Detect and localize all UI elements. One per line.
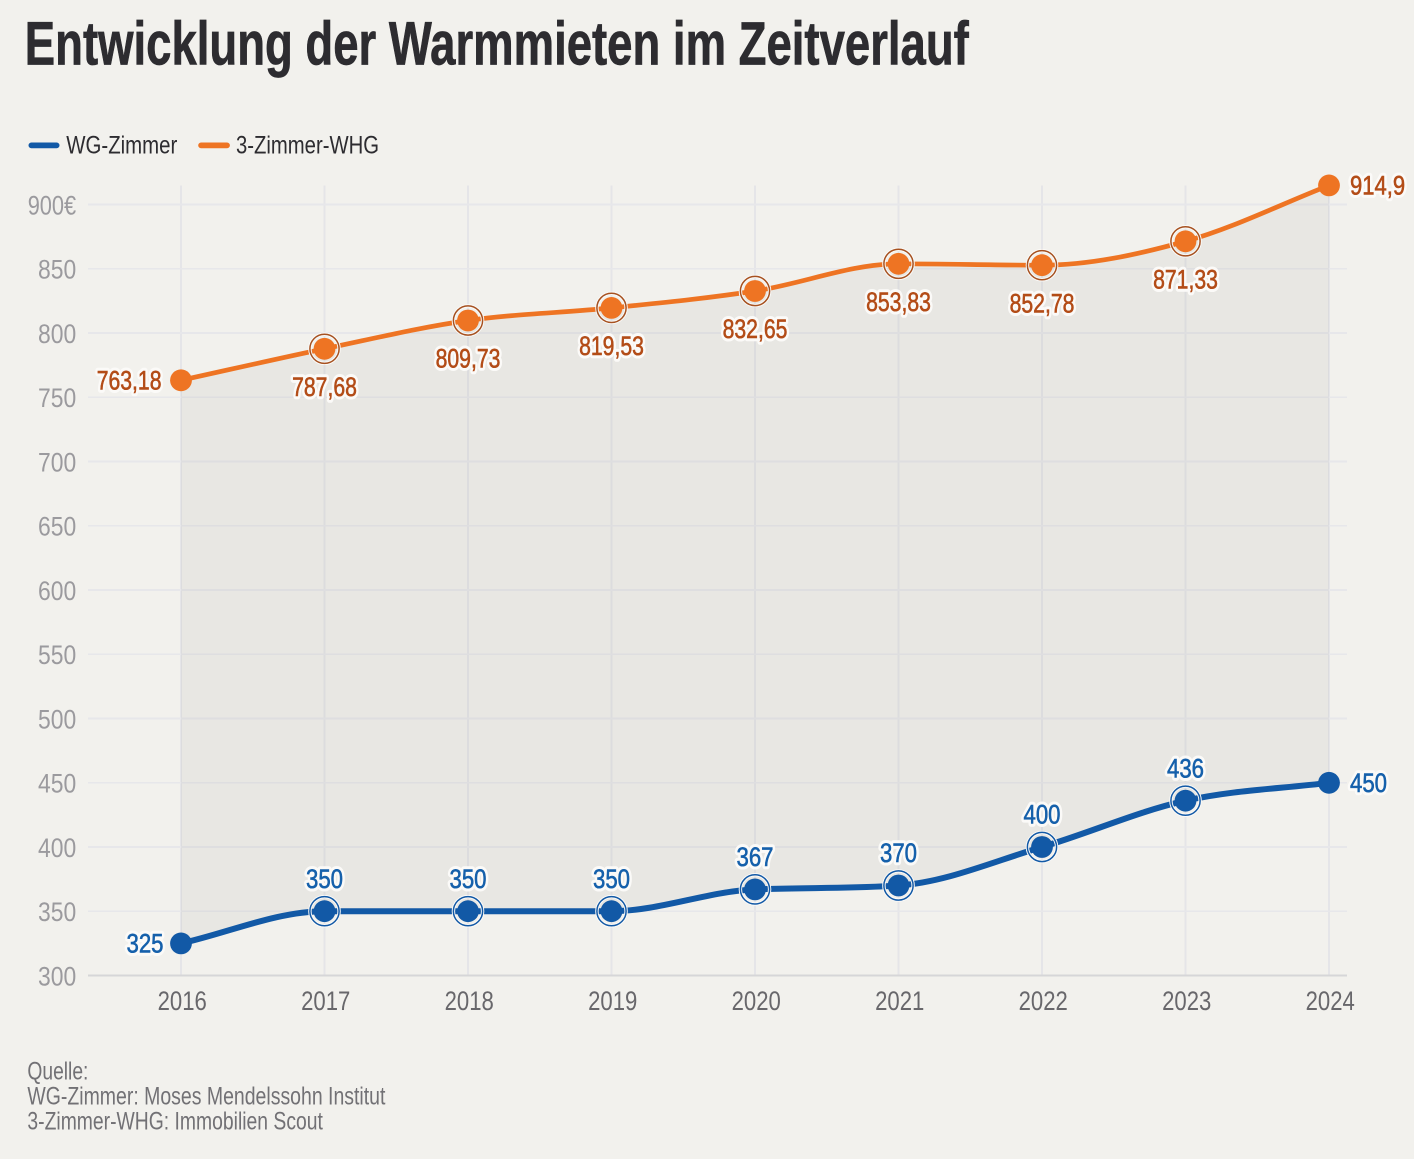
svg-text:350: 350: [450, 864, 487, 894]
svg-text:450: 450: [1350, 768, 1387, 798]
svg-text:400: 400: [1024, 800, 1061, 830]
svg-text:2021: 2021: [875, 986, 924, 1016]
svg-text:700: 700: [38, 447, 76, 477]
svg-text:500: 500: [38, 704, 76, 734]
svg-text:852,78: 852,78: [1010, 288, 1075, 318]
svg-text:3-Zimmer-WHG: 3-Zimmer-WHG: [236, 132, 379, 159]
svg-text:787,68: 787,68: [292, 372, 357, 402]
svg-text:832,65: 832,65: [723, 314, 788, 344]
svg-text:763,18: 763,18: [97, 366, 162, 396]
svg-text:2017: 2017: [301, 986, 350, 1016]
svg-text:350: 350: [450, 864, 487, 894]
svg-text:436: 436: [1167, 753, 1204, 783]
svg-text:809,73: 809,73: [436, 344, 501, 374]
svg-text:350: 350: [306, 864, 343, 894]
svg-text:WG-Zimmer: WG-Zimmer: [66, 132, 177, 159]
svg-text:Quelle:: Quelle:: [27, 1059, 88, 1086]
svg-text:650: 650: [38, 512, 76, 542]
svg-text:2020: 2020: [732, 986, 781, 1016]
svg-text:300: 300: [38, 961, 76, 991]
svg-text:800: 800: [38, 319, 76, 349]
svg-text:787,68: 787,68: [292, 372, 357, 402]
svg-text:2023: 2023: [1162, 986, 1211, 1016]
svg-text:350: 350: [593, 864, 630, 894]
svg-text:2018: 2018: [445, 986, 494, 1016]
svg-text:370: 370: [880, 838, 917, 868]
svg-text:550: 550: [38, 640, 76, 670]
svg-text:850: 850: [38, 255, 76, 285]
svg-text:809,73: 809,73: [436, 344, 501, 374]
svg-text:325: 325: [127, 929, 164, 959]
svg-text:450: 450: [1350, 768, 1387, 798]
svg-text:853,83: 853,83: [866, 287, 931, 317]
svg-text:871,33: 871,33: [1153, 265, 1218, 295]
svg-text:Entwicklung der Warmmieten im: Entwicklung der Warmmieten im Zeitverlau…: [25, 9, 970, 77]
svg-text:2024: 2024: [1306, 986, 1355, 1016]
svg-text:852,78: 852,78: [1010, 288, 1075, 318]
svg-text:832,65: 832,65: [723, 314, 788, 344]
svg-text:436: 436: [1167, 753, 1204, 783]
svg-text:914,9: 914,9: [1350, 171, 1405, 201]
svg-text:871,33: 871,33: [1153, 265, 1218, 295]
svg-text:325: 325: [127, 929, 164, 959]
svg-text:WG-Zimmer: Moses Mendelssohn I: WG-Zimmer: Moses Mendelssohn Institut: [27, 1084, 385, 1111]
svg-text:367: 367: [737, 842, 774, 872]
svg-text:750: 750: [38, 383, 76, 413]
svg-text:2016: 2016: [158, 986, 207, 1016]
svg-text:367: 367: [737, 842, 774, 872]
svg-text:450: 450: [38, 769, 76, 799]
svg-text:2019: 2019: [588, 986, 637, 1016]
svg-text:2022: 2022: [1019, 986, 1068, 1016]
svg-text:853,83: 853,83: [866, 287, 931, 317]
svg-text:914,9: 914,9: [1350, 171, 1405, 201]
svg-text:350: 350: [306, 864, 343, 894]
svg-text:350: 350: [38, 897, 76, 927]
svg-text:400: 400: [1024, 800, 1061, 830]
svg-text:819,53: 819,53: [579, 331, 644, 361]
svg-text:350: 350: [593, 864, 630, 894]
svg-text:3-Zimmer-WHG: Immobilien Scout: 3-Zimmer-WHG: Immobilien Scout: [27, 1108, 323, 1135]
svg-text:763,18: 763,18: [97, 366, 162, 396]
svg-text:600: 600: [38, 576, 76, 606]
svg-text:370: 370: [880, 838, 917, 868]
svg-text:900€: 900€: [28, 190, 77, 220]
svg-text:819,53: 819,53: [579, 331, 644, 361]
svg-text:400: 400: [38, 833, 76, 863]
